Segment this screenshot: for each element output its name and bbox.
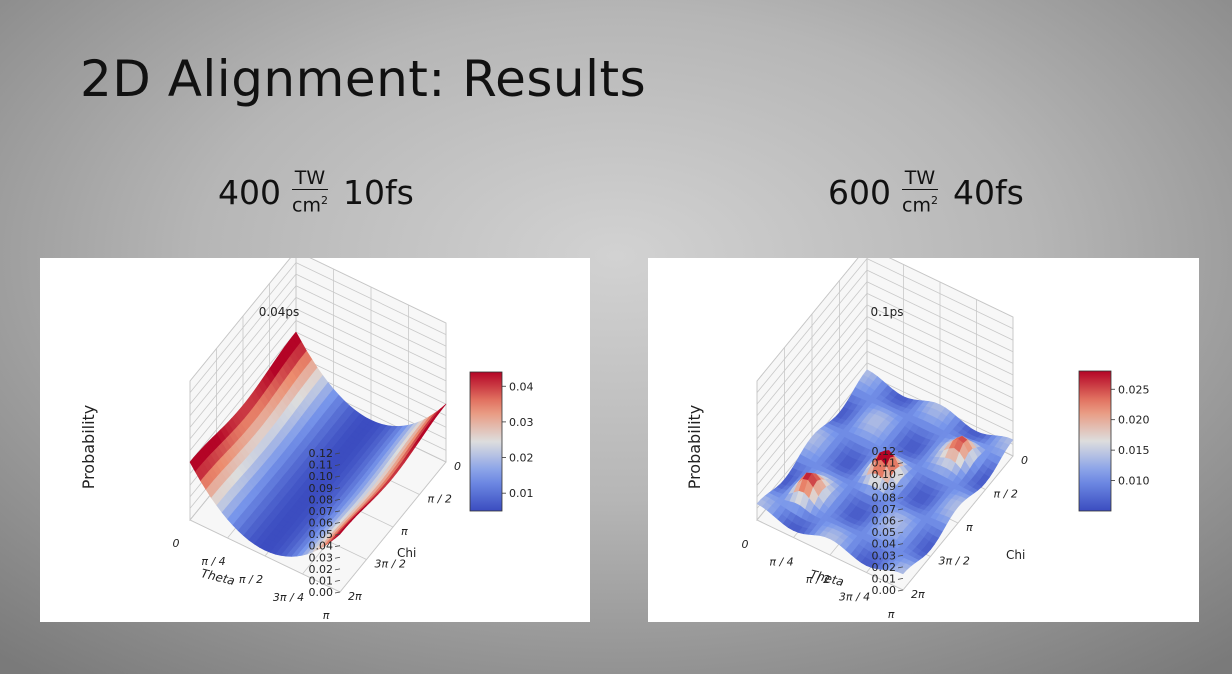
z-tick-label: 0.12 bbox=[309, 447, 334, 460]
unit-exponent: 2 bbox=[320, 194, 328, 208]
y-axis: 0 π / 2 π 3π / 2 2π Chi bbox=[348, 460, 461, 603]
x-tick-label: 3π / 4 bbox=[839, 591, 870, 604]
x-tick-label: 3π / 4 bbox=[273, 591, 304, 604]
x-tick-label: π / 2 bbox=[806, 573, 830, 586]
slide-title: 2D Alignment: Results bbox=[80, 50, 647, 108]
z-tick-label: 0.05 bbox=[309, 528, 334, 541]
unit-exponent: 2 bbox=[930, 194, 938, 208]
pulse-duration: 10fs bbox=[342, 172, 414, 212]
colorbar-tick-label: 0.02 bbox=[509, 452, 534, 465]
z-tick-label: 0.04 bbox=[309, 540, 334, 553]
unit-numerator: TW bbox=[291, 167, 329, 191]
z-tick-label: 0.06 bbox=[309, 517, 334, 530]
z-axis: 0.000.010.020.030.040.050.060.070.080.09… bbox=[79, 405, 341, 599]
y-tick-label: π / 2 bbox=[994, 488, 1018, 501]
z-axis-label: Probability bbox=[79, 405, 98, 490]
surface-plot-0p04ps: 0.000.010.020.030.040.050.060.070.080.09… bbox=[79, 258, 534, 622]
x-tick-label: π bbox=[323, 609, 330, 622]
x-axis: 0 π / 4 π / 2 3π / 4 π Theta bbox=[173, 537, 330, 622]
unit-denominator: cm2 bbox=[289, 190, 331, 216]
unit-denominator: cm2 bbox=[899, 190, 941, 216]
y-axis-label: Chi bbox=[397, 546, 416, 560]
z-tick-label: 0.10 bbox=[872, 468, 897, 481]
colorbar-tick-label: 0.04 bbox=[509, 380, 534, 393]
unit-den-base: cm bbox=[292, 194, 321, 217]
x-axis-label: Theta bbox=[200, 566, 237, 588]
z-tick-label: 0.08 bbox=[872, 491, 897, 504]
z-tick-label: 0.09 bbox=[872, 480, 897, 493]
colorbar-tick-label: 0.020 bbox=[1118, 414, 1150, 427]
z-tick-label: 0.02 bbox=[309, 563, 334, 576]
chart-title: 0.1ps bbox=[871, 305, 904, 319]
z-tick-label: 0.11 bbox=[872, 457, 897, 470]
z-tick-label: 0.09 bbox=[309, 482, 334, 495]
y-tick-label: π bbox=[966, 521, 973, 534]
intensity-unit: TW cm2 bbox=[289, 167, 331, 217]
z-tick-label: 0.12 bbox=[872, 445, 897, 458]
z-tick-label: 0.11 bbox=[309, 459, 334, 472]
z-tick-label: 0.03 bbox=[309, 551, 334, 564]
x-tick-label: π / 2 bbox=[239, 573, 263, 586]
z-tick-label: 0.08 bbox=[309, 493, 334, 506]
intensity-value: 400 bbox=[218, 172, 281, 212]
z-tick-label: 0.10 bbox=[309, 470, 334, 483]
z-tick-label: 0.07 bbox=[309, 505, 334, 518]
chart-panel-right: 0.00 0.01 0.02 0.03 0.04 0.05 0.06 0.07 0.08 0.09… bbox=[648, 258, 1199, 622]
y-tick-label: 3π / 2 bbox=[375, 558, 406, 571]
z-axis: 0.000.010.020.030.040.050.060.070.080.09… bbox=[685, 405, 904, 597]
x-tick-label: 0 bbox=[742, 538, 749, 551]
y-tick-label: 2π bbox=[348, 590, 362, 603]
unit-den-base: cm bbox=[902, 194, 931, 217]
x-tick-label: π bbox=[888, 608, 895, 621]
colorbar-tick-label: 0.03 bbox=[509, 416, 534, 429]
y-tick-label: 0 bbox=[1021, 454, 1028, 467]
x-tick-label: π / 4 bbox=[769, 556, 793, 569]
pulse-duration: 40fs bbox=[952, 172, 1024, 212]
condition-left: 400 TW cm2 10fs bbox=[218, 160, 414, 224]
y-tick-label: π bbox=[401, 525, 408, 538]
z-axis-label: Probability bbox=[685, 405, 704, 490]
y-tick-label: 2π bbox=[911, 588, 925, 601]
y-tick-label: π / 2 bbox=[428, 493, 452, 506]
colorbar-tick-label: 0.01 bbox=[509, 487, 534, 500]
intensity-unit: TW cm2 bbox=[899, 167, 941, 217]
colorbar-tick-label: 0.015 bbox=[1118, 444, 1150, 457]
colorbar: 0.04 0.03 0.02 0.01 bbox=[469, 371, 534, 512]
y-axis: 0 π / 2 π 3π / 2 2π Chi bbox=[911, 454, 1028, 601]
z-tick-label: 0.00 bbox=[309, 586, 334, 599]
surface bbox=[756, 369, 1014, 575]
z-tick-label: 0.05 bbox=[872, 526, 897, 539]
y-tick-label: 0 bbox=[454, 460, 461, 473]
x-tick-label: 0 bbox=[173, 537, 180, 550]
z-tick-label: 0.04 bbox=[872, 538, 897, 551]
condition-right: 600 TW cm2 40fs bbox=[828, 160, 1024, 224]
unit-numerator: TW bbox=[901, 167, 939, 191]
colorbar-tick-label: 0.010 bbox=[1118, 475, 1150, 488]
chart-panel-left: 0.00 0.01 0.02 0.03 0.04 0.05 0.06 0.07 0.08 0.09… bbox=[40, 258, 590, 622]
z-tick-label: 0.07 bbox=[872, 503, 897, 516]
z-tick-label: 0.00 bbox=[872, 584, 897, 597]
y-axis-label: Chi bbox=[1006, 548, 1025, 562]
y-tick-label: 3π / 2 bbox=[939, 555, 970, 568]
z-tick-label: 0.01 bbox=[872, 572, 897, 585]
surface bbox=[189, 331, 447, 557]
z-tick-label: 0.06 bbox=[872, 515, 897, 528]
chart-title: 0.04ps bbox=[259, 305, 300, 319]
colorbar: 0.025 0.020 0.015 0.010 bbox=[1078, 370, 1150, 512]
surface-plot-0p1ps: 0.000.010.020.030.040.050.060.070.080.09… bbox=[685, 258, 1150, 621]
z-tick-label: 0.03 bbox=[872, 549, 897, 562]
x-tick-label: π / 4 bbox=[201, 555, 225, 568]
z-tick-label: 0.01 bbox=[309, 574, 334, 587]
z-tick-label: 0.02 bbox=[872, 561, 897, 574]
intensity-value: 600 bbox=[828, 172, 891, 212]
colorbar-tick-label: 0.025 bbox=[1118, 383, 1150, 396]
